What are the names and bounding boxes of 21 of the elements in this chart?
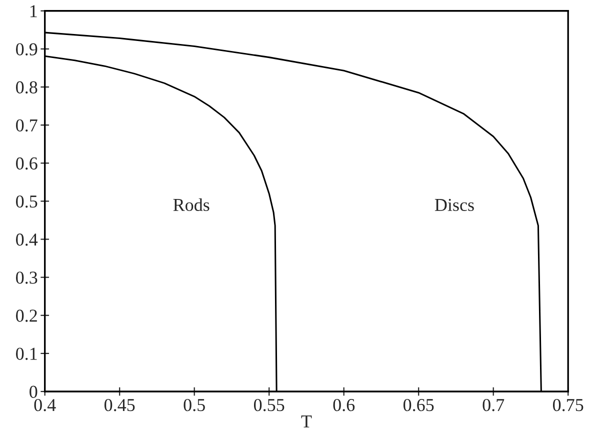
x-tick-label: 0.5: [184, 398, 205, 412]
x-tick-label: 0.6: [333, 398, 355, 412]
y-tick-label: 0.2: [16, 310, 37, 322]
x-axis-title: T: [301, 416, 312, 428]
x-tick-label: 0.45: [104, 398, 135, 412]
y-tick-label: 0: [30, 386, 38, 398]
x-tick-label: 0.55: [254, 398, 284, 412]
y-tick-label: 1: [30, 5, 37, 18]
y-tick-label: 0.6: [16, 157, 38, 170]
y-tick-label: 0.8: [16, 81, 38, 94]
y-tick-label: 0.3: [16, 272, 38, 284]
annotation: Rods: [173, 198, 210, 212]
y-tick-label: 0.4: [16, 234, 38, 246]
x-tick-label: 0.7: [482, 398, 504, 412]
y-tick-label: 0.5: [16, 195, 38, 208]
y-tick-label: 0.7: [16, 119, 38, 132]
x-tick-label: 0.65: [403, 398, 434, 412]
x-tick-label: 0.75: [552, 398, 584, 412]
y-tick-label: 0.1: [16, 348, 37, 360]
y-tick-label: 0.9: [16, 43, 38, 56]
annotation: Discs: [434, 198, 474, 212]
